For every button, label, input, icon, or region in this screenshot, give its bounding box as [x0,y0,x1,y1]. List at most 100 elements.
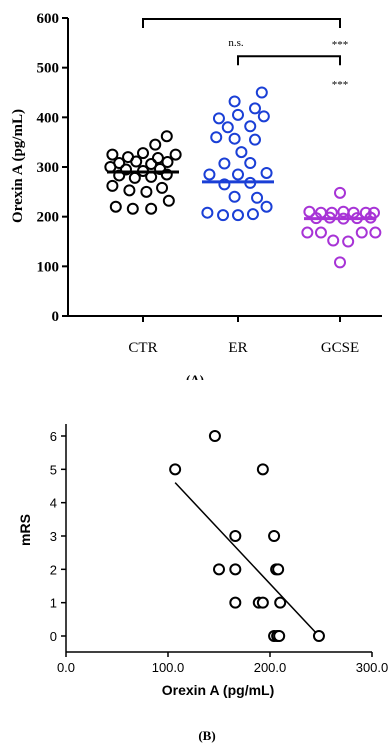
data-point [213,563,225,576]
bracket-er-gcse [237,55,341,66]
data-point-er [232,168,244,181]
data-point-er [218,178,231,191]
data-point-er [257,110,270,123]
data-point-er [251,191,264,204]
data-point-er [228,190,241,203]
y-tick-label: 5 [50,462,57,477]
data-point-ctr [130,155,143,168]
data-point [273,630,286,642]
data-point-gcse [334,256,346,269]
data-point-ctr [113,169,126,182]
data-point-er [212,112,225,125]
category-label-er: ER [228,340,247,356]
category-label-gcse: GCSE [321,340,359,356]
panel-label-a: (A) [186,372,204,380]
data-point-er [232,108,244,121]
y-tick-label: 0 [52,309,60,325]
data-point-ctr [145,158,158,171]
data-point-ctr [149,138,162,151]
data-point-gcse [369,226,382,239]
orexin-group-chart: 0 100 200 300 400 500 600 Orexin A (pg/mL) CTR… [10,11,382,380]
y-tick-label: 1 [50,596,57,611]
chart-b-points [169,430,325,642]
panel-label-b: (B) [198,728,215,743]
data-point-ctr [160,130,173,143]
data-point [274,596,287,609]
data-point-ctr [126,202,139,215]
data-point-ctr [128,171,141,184]
data-point-ctr [151,152,164,165]
data-point-ctr [145,202,158,215]
chart-b-axes [65,424,372,653]
data-point-er [235,146,248,159]
y-tick-label: 4 [50,496,57,511]
data-point [268,530,281,542]
data-point [268,630,281,642]
data-point [252,596,265,609]
bracket-ctr-gcse [142,17,341,28]
data-point [256,596,269,609]
chart-a-ylabel: Orexin A (pg/mL) [10,109,26,223]
x-tick-label: 200.0 [254,660,287,675]
data-point-ctr [140,185,153,198]
chart-a-y-ticks: 0 100 200 300 400 500 600 [37,11,341,325]
data-point-er [260,200,273,213]
data-point-gcse [342,235,355,248]
bracket-label-ns: n.s. [228,37,244,49]
y-tick-label: 400 [37,110,60,126]
data-point [312,630,325,642]
data-point-ctr [137,147,149,160]
data-point [208,430,221,442]
data-point-er [203,168,216,181]
data-point-er [249,102,261,115]
data-point-ctr [162,194,175,207]
data-point-gcse [334,186,346,199]
chart-a-medians [107,170,376,221]
data-point-er [260,166,273,179]
data-point-ctr [109,200,122,213]
y-tick-label: 300 [37,160,60,176]
data-point-er [244,157,257,170]
y-tick-label: 500 [37,61,60,77]
y-tick-label: 2 [50,562,57,577]
data-point-gcse [355,226,368,239]
data-point-er [217,209,230,222]
data-point-gcse [327,234,340,247]
data-point-ctr [106,148,119,161]
y-tick-label: 3 [50,529,57,544]
chart-a-brackets [142,17,341,66]
data-point-ctr [161,156,174,169]
data-point-ctr [120,163,132,176]
data-point [272,563,285,576]
data-point-ctr [123,184,136,197]
x-tick-label: 0.0 [57,660,75,675]
data-point-er [246,208,259,221]
y-tick-label: 200 [37,210,60,226]
data-point [169,463,182,476]
data-point [256,463,269,476]
data-point-ctr [160,168,173,181]
data-point-er [228,95,241,108]
data-point-gcse [301,226,314,239]
y-tick-label: 600 [37,11,60,27]
category-label-ctr: CTR [128,340,157,356]
chart-b-regression-line [174,482,320,637]
data-point-ctr [169,148,182,161]
chart-a-points [104,86,382,269]
data-point [229,596,242,609]
data-point-er [218,157,231,170]
data-point-ctr [156,181,169,194]
chart-b-ticks: 0 1 2 3 4 5 6 0.0 100.0 200.0 300.0 [50,429,389,675]
data-point-er [228,132,241,145]
chart-b-ylabel: mRS [17,514,33,546]
data-point-er [244,120,257,133]
data-point-er [201,206,214,219]
x-tick-label: 300.0 [356,660,389,675]
data-point [271,630,284,642]
data-point-gcse [303,205,316,218]
data-point-er [255,86,268,99]
y-tick-label: 0 [50,629,57,644]
chart-b-xlabel: Orexin A (pg/mL) [162,682,275,698]
significance-stars-2: *** [332,79,349,91]
data-point-ctr [106,179,119,192]
